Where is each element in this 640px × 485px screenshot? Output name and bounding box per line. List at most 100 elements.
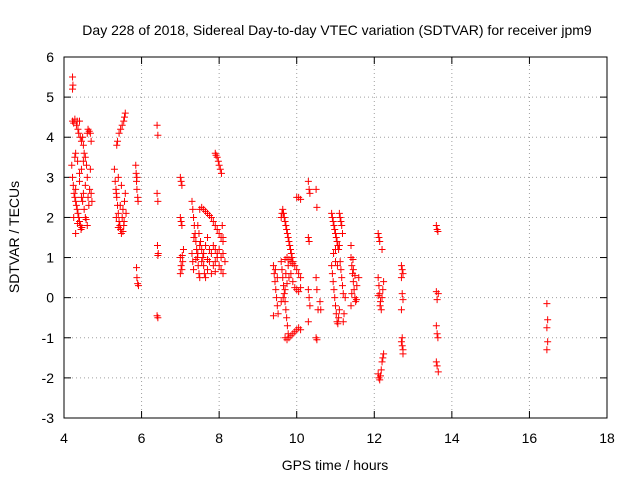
data-point xyxy=(134,282,142,290)
x-tick-label: 16 xyxy=(522,430,538,446)
data-point xyxy=(209,262,217,270)
data-point xyxy=(331,294,339,302)
data-point xyxy=(305,185,313,193)
y-tick-label: 3 xyxy=(46,169,54,185)
data-point xyxy=(329,217,337,225)
data-point xyxy=(332,310,340,318)
data-point xyxy=(378,294,386,302)
data-point xyxy=(283,322,291,330)
data-point xyxy=(76,169,84,177)
data-point xyxy=(328,213,336,221)
data-point xyxy=(305,238,313,246)
data-point xyxy=(380,350,388,358)
data-point xyxy=(284,262,292,270)
data-point xyxy=(78,223,86,231)
data-point xyxy=(544,338,552,346)
data-point xyxy=(177,217,185,225)
data-point xyxy=(112,189,120,197)
data-point xyxy=(179,246,187,254)
data-point xyxy=(207,213,215,221)
data-point xyxy=(338,282,346,290)
data-point xyxy=(84,193,92,201)
data-point xyxy=(217,266,225,274)
data-point xyxy=(313,286,321,294)
data-point xyxy=(154,314,162,322)
data-point xyxy=(178,252,186,260)
data-point xyxy=(348,290,356,298)
data-point xyxy=(337,217,345,225)
data-point xyxy=(74,125,82,133)
data-point xyxy=(397,262,405,270)
data-point xyxy=(198,258,206,266)
data-point xyxy=(86,129,94,137)
data-point xyxy=(207,270,215,278)
data-point xyxy=(397,306,405,314)
data-point xyxy=(117,125,125,133)
data-point xyxy=(280,213,288,221)
data-point xyxy=(341,294,349,302)
data-point xyxy=(434,334,442,342)
data-point xyxy=(79,197,87,205)
data-point xyxy=(211,258,219,266)
data-point xyxy=(297,274,305,282)
y-axis-label: SDTVAR / TECUs xyxy=(6,181,22,293)
data-point xyxy=(219,234,227,241)
data-point xyxy=(219,270,227,278)
data-point xyxy=(277,258,285,266)
y-tick-label: -2 xyxy=(42,370,55,386)
data-point xyxy=(116,201,124,209)
data-point xyxy=(434,290,442,298)
data-point xyxy=(338,274,346,282)
data-point xyxy=(134,197,142,205)
data-point xyxy=(289,278,297,286)
data-point xyxy=(80,149,88,157)
data-point xyxy=(121,197,129,205)
data-point xyxy=(287,250,295,258)
data-point xyxy=(133,185,141,193)
data-point xyxy=(280,209,288,217)
data-point xyxy=(82,215,90,223)
data-point xyxy=(72,197,80,205)
data-point xyxy=(347,242,355,250)
data-point xyxy=(374,229,382,237)
data-point xyxy=(286,242,294,250)
y-tick-label: 4 xyxy=(46,129,54,145)
x-tick-label: 6 xyxy=(138,430,146,446)
data-point xyxy=(119,227,127,235)
data-point xyxy=(544,316,552,324)
y-tick-label: 2 xyxy=(46,209,54,225)
data-point xyxy=(332,302,339,310)
data-point xyxy=(281,286,289,294)
data-point xyxy=(76,117,84,125)
data-point xyxy=(291,262,299,270)
data-point xyxy=(376,302,384,310)
data-point xyxy=(176,173,184,181)
data-point xyxy=(190,266,198,274)
data-point xyxy=(277,298,285,306)
data-point xyxy=(122,209,130,217)
data-point xyxy=(153,189,161,197)
data-point xyxy=(209,242,217,250)
data-point xyxy=(543,300,551,308)
x-tick-label: 4 xyxy=(60,430,68,446)
data-point xyxy=(189,205,197,213)
x-tick-label: 18 xyxy=(599,430,615,446)
data-point xyxy=(114,209,122,217)
data-point xyxy=(349,266,357,274)
data-point xyxy=(221,258,229,266)
data-point xyxy=(350,286,358,294)
data-point xyxy=(337,266,345,274)
data-points xyxy=(68,73,552,384)
data-point xyxy=(216,165,224,173)
data-point xyxy=(269,312,277,320)
data-point xyxy=(338,221,346,229)
data-point xyxy=(352,296,360,304)
data-point xyxy=(353,282,361,290)
data-point xyxy=(110,165,118,173)
data-point xyxy=(380,278,388,286)
data-point xyxy=(297,326,305,334)
data-point xyxy=(77,193,85,201)
data-point xyxy=(153,121,161,129)
data-point xyxy=(121,109,129,117)
